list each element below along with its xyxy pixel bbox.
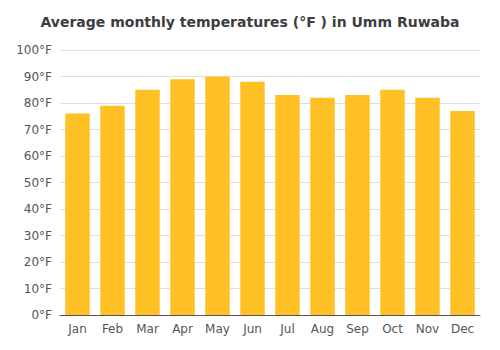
svg-text:Mar: Mar [136,322,159,336]
svg-text:60°F: 60°F [24,149,52,163]
svg-text:90°F: 90°F [24,70,52,84]
svg-text:Average monthly temperatures (: Average monthly temperatures (°F ) in Um… [40,14,459,30]
svg-text:40°F: 40°F [24,202,52,216]
svg-text:May: May [205,322,230,336]
svg-text:100°F: 100°F [16,43,52,57]
svg-text:Jul: Jul [279,322,294,336]
svg-text:Dec: Dec [451,322,474,336]
svg-text:Sep: Sep [346,322,369,336]
svg-text:Nov: Nov [416,322,439,336]
svg-text:Jun: Jun [242,322,262,336]
svg-text:Aug: Aug [311,322,334,336]
svg-text:0°F: 0°F [31,308,52,322]
svg-text:30°F: 30°F [24,229,52,243]
svg-text:70°F: 70°F [24,123,52,137]
svg-text:10°F: 10°F [24,282,52,296]
svg-text:Jan: Jan [67,322,87,336]
svg-text:Oct: Oct [382,322,403,336]
svg-text:Apr: Apr [172,322,193,336]
svg-text:50°F: 50°F [24,176,52,190]
svg-text:20°F: 20°F [24,255,52,269]
svg-text:80°F: 80°F [24,96,52,110]
svg-text:Feb: Feb [102,322,123,336]
